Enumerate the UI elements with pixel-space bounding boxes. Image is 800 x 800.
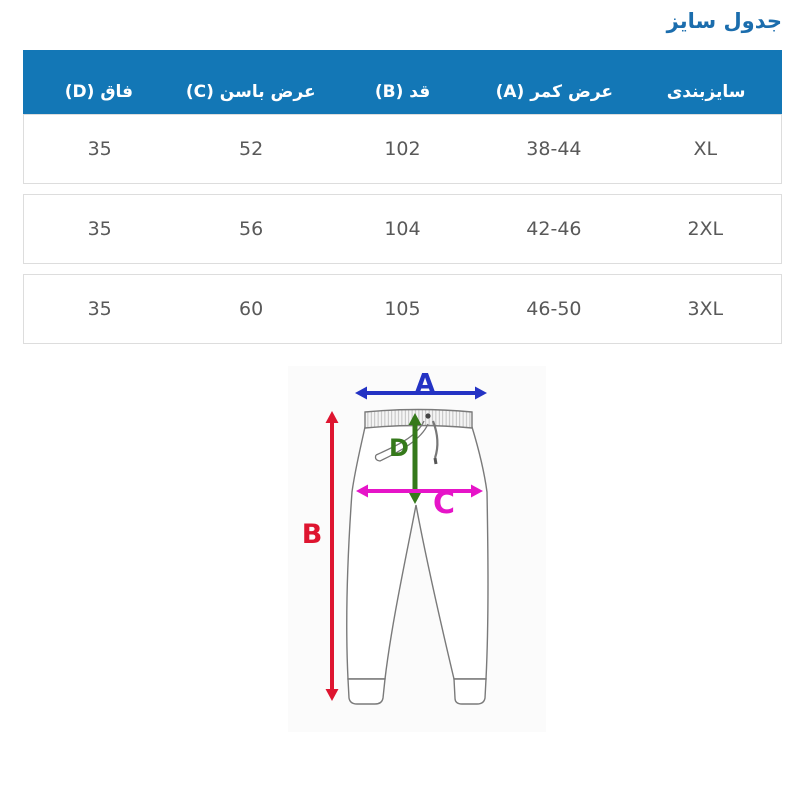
drawstring-left-cord [375,420,425,456]
header-cell-height-b: قد (B) [374,82,431,102]
header-cell-rise-d: فاق (D) [64,82,134,102]
arrow-head-top [325,411,339,423]
cell-height: 105 [384,298,421,320]
cell-hip: 56 [238,218,264,240]
arrow-head-left [355,386,367,400]
drawstring-eyelet [425,413,431,419]
cell-size: 3XL [687,298,724,320]
arrow-head-bottom [408,492,422,504]
cell-size: 2XL [687,218,724,240]
size-table: سایزبندی عرض کمر (A) قد (B) عرض باسن (C)… [23,50,782,354]
cell-hip: 52 [238,138,264,160]
waist-width-arrow-a [355,386,487,400]
size-table-header: سایزبندی عرض کمر (A) قد (B) عرض باسن (C)… [23,50,782,114]
cell-rise: 35 [87,138,112,160]
pants-body [346,423,489,680]
table-row-xl: XL 38-44 102 52 35 [23,114,782,184]
label-b: B [302,519,323,550]
hip-width-arrow-c [356,484,483,498]
cell-hip: 60 [238,298,264,320]
label-c: C [433,486,455,521]
page-title: جدول سایز [666,9,782,33]
header-cell-hip-c: عرض باسن (C) [185,82,316,102]
drawstring-right-cord [431,420,439,459]
drawstring-left-cord-inner [374,423,429,462]
cell-waist: 38-44 [526,138,582,160]
drawstring [374,420,439,462]
arrow-head-right [475,386,487,400]
left-cuff [347,678,386,705]
header-cell-sizing: سایزبندی [666,82,746,102]
cell-rise: 35 [87,298,112,320]
table-row-2xl: 2XL 42-46 104 56 35 [23,194,782,264]
arrow-head-left [356,484,368,498]
arrow-head-right [471,484,483,498]
cell-waist: 42-46 [526,218,582,240]
length-arrow-b [325,411,339,701]
cell-rise: 35 [87,218,112,240]
label-d: D [389,434,409,462]
arrow-head-top [408,413,422,425]
cell-height: 104 [384,218,421,240]
pants-waistband [364,408,473,429]
header-cell-waist-a: عرض کمر (A) [495,82,614,102]
right-cuff [453,678,487,705]
cell-height: 102 [384,138,421,160]
arrow-head-bottom [325,689,339,701]
cell-waist: 46-50 [526,298,582,320]
pants-measurement-diagram: A B D C [288,366,546,732]
pants-outline [346,408,489,705]
table-row-3xl: 3XL 46-50 105 60 35 [23,274,782,344]
drawstring-aglet [433,457,438,465]
label-a: A [415,369,435,399]
cell-size: XL [693,138,718,160]
rise-arrow-d [408,413,422,504]
